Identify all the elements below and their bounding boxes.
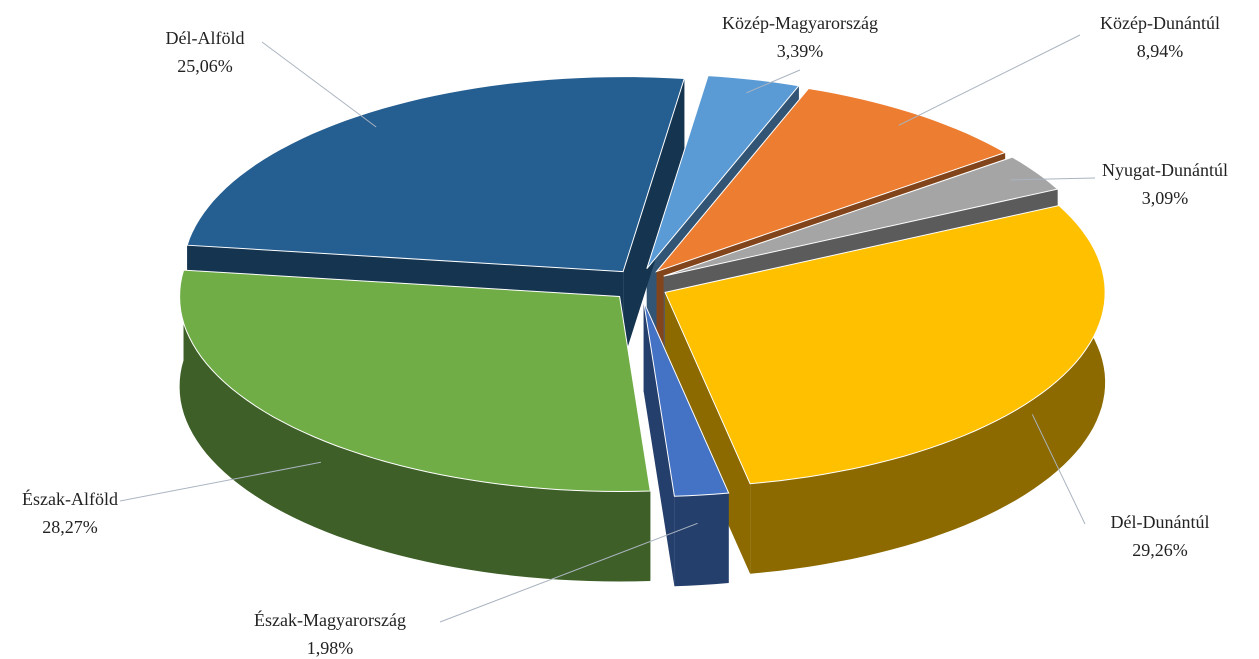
value-label: 3,09% [1142,188,1189,208]
category-label: Közép-Dunántúl [1100,13,1220,33]
value-label: 28,27% [42,517,98,537]
slice [186,76,685,273]
leader-line [898,34,1081,126]
slice-wall [750,205,1106,574]
leader-line [439,522,698,623]
slice-wall [179,270,651,582]
value-label: 25,06% [177,56,233,76]
leader-line [119,461,321,502]
slice [655,87,1007,273]
value-label: 3,39% [777,41,824,61]
category-label: Észak-Alföld [22,488,118,509]
category-label: Közép-Magyarország [722,13,878,33]
slice-wall [674,493,729,587]
slice [646,75,800,270]
slice [643,301,730,497]
value-label: 29,26% [1132,540,1188,560]
slice-side [665,292,751,574]
slice-side [643,301,675,587]
leader-line [261,41,377,128]
slice [179,269,651,493]
leader-line [1010,177,1096,181]
value-label: 1,98% [307,638,354,658]
slice [663,156,1059,277]
category-label: Észak-Magyarország [254,609,406,630]
category-label: Nyugat-Dunántúl [1102,160,1228,180]
leader-line [1031,414,1086,525]
value-label: 8,94% [1137,41,1184,61]
category-label: Dél-Dunántúl [1111,512,1210,532]
leader-line [746,69,801,94]
slice [664,204,1106,485]
tops [179,75,1106,497]
category-label: Dél-Alföld [166,28,245,48]
